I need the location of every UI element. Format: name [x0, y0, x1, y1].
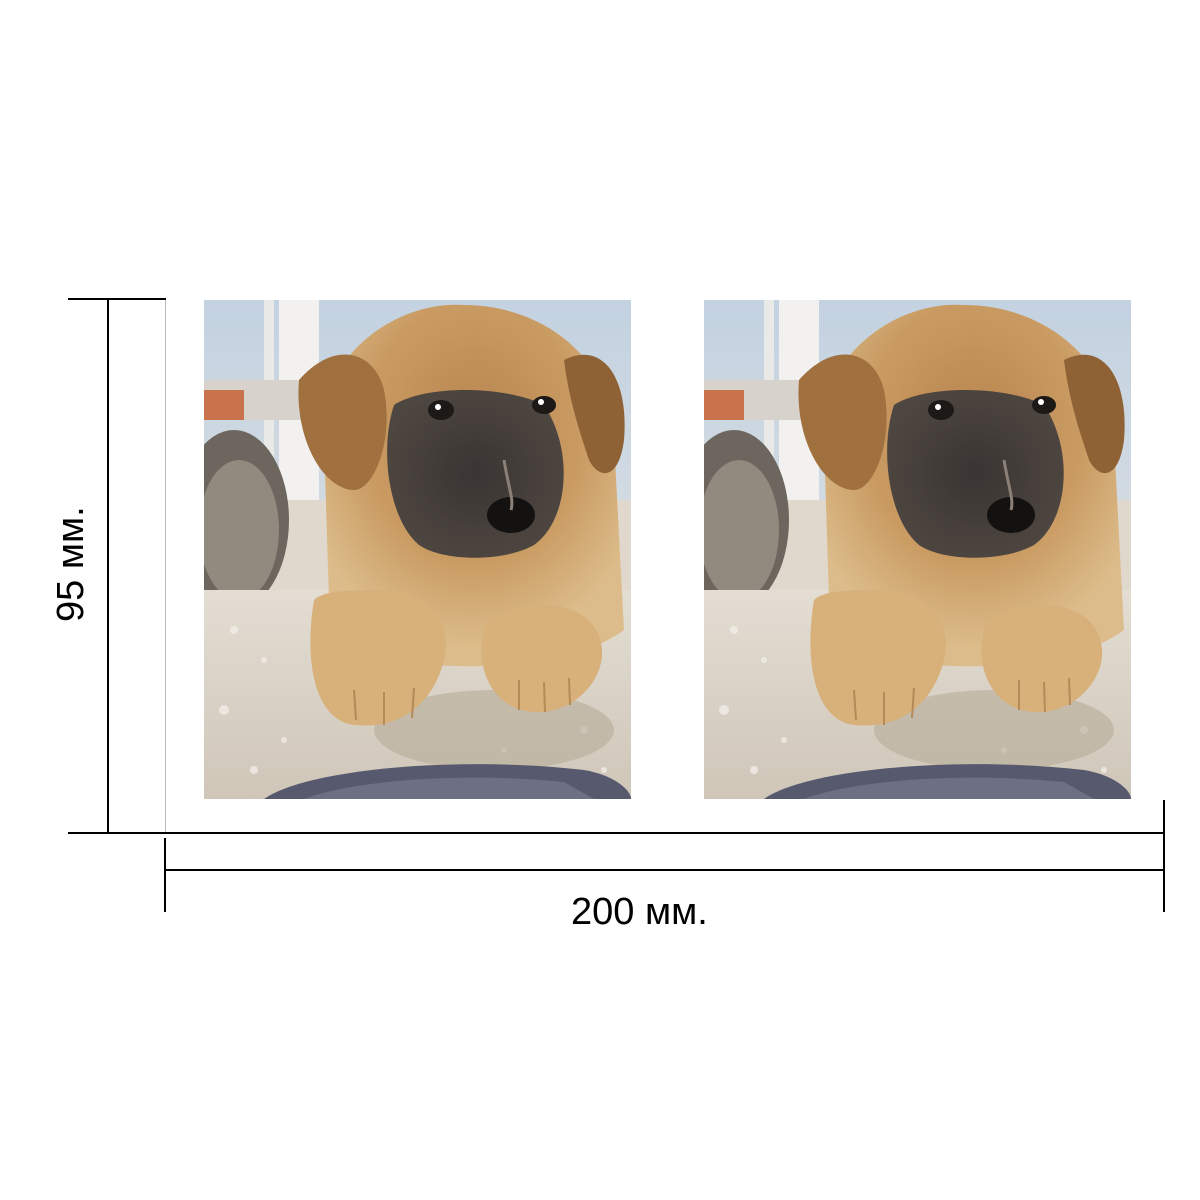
- width-label: 200 мм.: [571, 891, 708, 933]
- left-panel-photo: [204, 300, 631, 799]
- width-right-tick: [1163, 800, 1165, 912]
- height-label: 95 мм.: [50, 506, 92, 622]
- height-top-tick: [68, 298, 166, 300]
- right-panel-photo: [704, 300, 1131, 799]
- height-extension-line: [165, 300, 166, 832]
- height-dimension-line: [107, 298, 109, 834]
- height-bottom-tick: [68, 832, 166, 834]
- width-extension-line: [165, 832, 1165, 834]
- width-left-tick: [164, 838, 166, 912]
- width-dimension-line: [165, 869, 1165, 871]
